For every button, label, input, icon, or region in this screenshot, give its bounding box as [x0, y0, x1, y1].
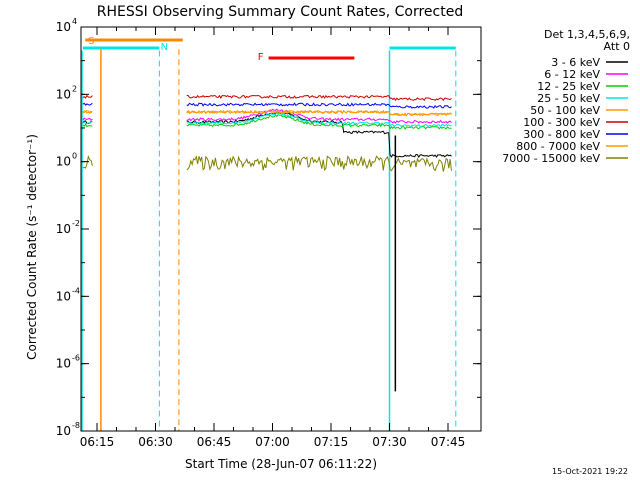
chart-title: RHESSI Observing Summary Count Rates, Co…	[97, 4, 463, 20]
flag-label: S	[88, 36, 94, 47]
x-axis-label: Start Time (28-Jun-07 06:11:22)	[185, 457, 377, 471]
series-line	[186, 102, 452, 109]
y-tick-exponent: -6	[72, 354, 80, 363]
y-tick-exponent: -2	[72, 219, 80, 228]
series-line	[186, 113, 452, 131]
legend-label: 7000 - 15000 keV	[502, 152, 600, 165]
x-tick-label: 07:45	[431, 435, 466, 449]
series-7	[82, 109, 452, 117]
series-line	[82, 121, 93, 125]
series-1	[82, 108, 452, 124]
series-8	[82, 154, 452, 172]
x-tick-label: 06:45	[197, 435, 232, 449]
y-tick-label: 10	[56, 222, 71, 236]
legend-label: 800 - 7000 keV	[516, 140, 600, 153]
x-tick-label: 06:30	[138, 435, 173, 449]
y-tick-label: 10	[56, 424, 71, 438]
y-tick-label: 10	[56, 357, 71, 371]
series-line	[82, 102, 93, 106]
series-line	[82, 117, 93, 122]
legend-label: 25 - 50 keV	[537, 92, 600, 105]
x-tick-label: 07:30	[372, 435, 407, 449]
x-tick-label: 07:00	[255, 435, 290, 449]
y-tick-exponent: 4	[72, 17, 77, 26]
legend-label: 6 - 12 keV	[544, 68, 600, 81]
y-tick-label: 10	[56, 155, 71, 169]
y-tick-label: 10	[56, 289, 71, 303]
series-line	[186, 94, 452, 102]
legend-label: 300 - 800 keV	[523, 128, 600, 141]
series-line	[186, 108, 452, 124]
series-line	[82, 94, 93, 99]
series-6	[82, 102, 452, 109]
y-tick-exponent: 0	[72, 152, 77, 161]
series-5	[82, 94, 452, 102]
flag-label: N	[161, 42, 168, 53]
y-axis-label: Corrected Count Rate (s⁻¹ detector⁻¹)	[25, 134, 39, 360]
series-line	[186, 155, 452, 172]
series-3	[82, 111, 452, 128]
legend-label: 3 - 6 keV	[551, 56, 600, 69]
legend-title: Det 1,3,4,5,6,9,	[544, 28, 630, 41]
series-line	[186, 109, 452, 117]
series-line	[82, 110, 93, 114]
legend-label: 50 - 100 keV	[530, 104, 600, 117]
series-line	[82, 154, 93, 169]
y-tick-exponent: -8	[72, 421, 80, 430]
x-tick-label: 06:15	[80, 435, 115, 449]
flag-label: F	[258, 52, 264, 63]
y-tick-exponent: -4	[72, 286, 80, 295]
series-layer	[82, 94, 452, 392]
series-line	[82, 123, 93, 128]
footer-timestamp: 15-Oct-2021 19:22	[552, 467, 628, 476]
legend-label: 100 - 300 keV	[523, 116, 600, 129]
legend-label: 12 - 25 keV	[537, 80, 600, 93]
x-tick-label: 07:15	[314, 435, 349, 449]
y-tick-label: 10	[56, 87, 71, 101]
series-line	[82, 110, 93, 114]
series-line	[186, 111, 452, 128]
y-tick-exponent: 2	[72, 84, 77, 93]
flag-layer: S N F	[82, 36, 456, 63]
legend-subtitle: Att 0	[604, 40, 630, 53]
y-tick-label: 10	[56, 20, 71, 34]
series-2	[82, 113, 452, 131]
